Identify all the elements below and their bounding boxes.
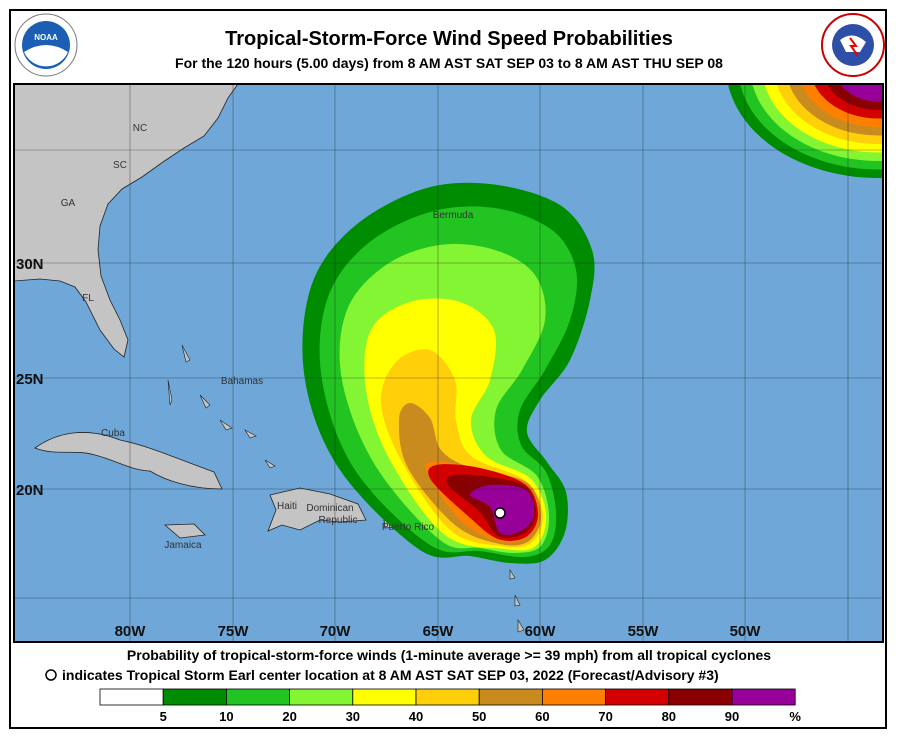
place-label: Cuba (101, 428, 125, 439)
legend-label: 40 (409, 709, 423, 724)
grid (14, 84, 883, 642)
nws-logo (821, 13, 885, 77)
legend-swatch (731, 688, 796, 706)
legend-label: 90 (725, 709, 739, 724)
place-label: Bahamas (221, 376, 263, 387)
legend-label: 70 (598, 709, 612, 724)
svg-text:NOAA: NOAA (34, 33, 58, 42)
probability-swaths (302, 84, 883, 564)
legend-swatch (99, 688, 164, 706)
longitude-label: 75W (218, 623, 250, 640)
legend-swatch (668, 688, 733, 706)
latitude-label: 30N (16, 256, 44, 273)
storm-center (494, 507, 506, 519)
legend-swatch (605, 688, 670, 706)
longitude-label: 55W (628, 623, 660, 640)
place-label: Dominican (306, 503, 353, 514)
legend-swatch (225, 688, 290, 706)
legend-swatch (289, 688, 354, 706)
legend-label: 10 (219, 709, 233, 724)
hispaniola (267, 487, 367, 532)
legend-label: 80 (662, 709, 676, 724)
legend-label: 30 (346, 709, 360, 724)
legend-label: 5 (160, 709, 167, 724)
legend-swatch (352, 688, 417, 706)
place-label: Haiti (277, 501, 297, 512)
title: Tropical-Storm-Force Wind Speed Probabil… (225, 28, 673, 50)
subtitle: For the 120 hours (5.00 days) from 8 AM … (175, 55, 723, 71)
longitude-label: 70W (320, 623, 352, 640)
place-label: Puerto Rico (382, 522, 435, 533)
longitude-label: 80W (115, 623, 147, 640)
map: NC SC GA FL Bahamas Cuba Haiti Dominican… (14, 84, 883, 642)
jamaica (163, 523, 206, 539)
legend-label: 60 (535, 709, 549, 724)
place-label: Bermuda (433, 210, 474, 221)
cuba (34, 432, 223, 490)
place-label: Republic (319, 515, 358, 526)
legend-swatch (415, 688, 480, 706)
place-label: FL (82, 293, 94, 304)
us-coast (14, 84, 239, 358)
legend-label: 20 (282, 709, 296, 724)
footer-line: indicates Tropical Storm Earl center loc… (62, 667, 719, 683)
longitude-label: 50W (730, 623, 762, 640)
map-border (13, 83, 884, 643)
longitude-label: 60W (525, 623, 557, 640)
legend-label: 50 (472, 709, 486, 724)
longitude-label: 65W (423, 623, 455, 640)
legend-swatch (162, 688, 227, 706)
legend-swatch (542, 688, 607, 706)
legend-swatch (478, 688, 543, 706)
latitude-label: 20N (16, 482, 44, 499)
swath-level (840, 84, 883, 102)
noaa-logo: NOAA (14, 13, 78, 77)
legend-unit: % (789, 709, 801, 724)
place-label: SC (113, 160, 127, 171)
place-label: GA (61, 198, 76, 209)
storm-symbol (45, 669, 57, 681)
footer-line: Probability of tropical-storm-force wind… (127, 647, 771, 663)
legend: 5 10 20 30 40 50 60 70 80 90% (99, 688, 801, 724)
place-label: NC (133, 123, 147, 134)
place-label: Jamaica (164, 540, 202, 551)
latitude-label: 25N (16, 371, 44, 388)
